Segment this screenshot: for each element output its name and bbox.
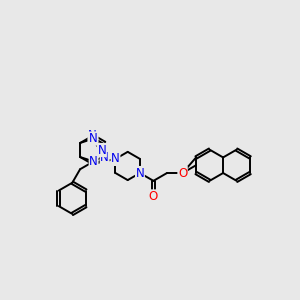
Text: N: N — [136, 167, 144, 179]
Text: O: O — [149, 190, 158, 203]
Text: N: N — [98, 143, 106, 157]
Text: N: N — [89, 155, 98, 168]
Text: O: O — [178, 167, 187, 179]
Text: N: N — [89, 132, 98, 145]
Text: N: N — [88, 129, 97, 142]
Text: N: N — [111, 152, 120, 165]
Text: N: N — [100, 151, 109, 164]
